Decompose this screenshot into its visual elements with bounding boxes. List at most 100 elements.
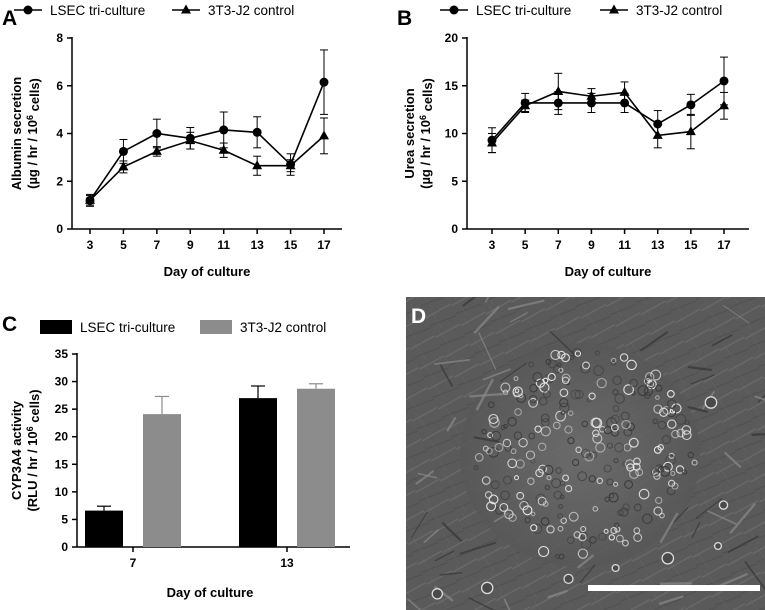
bar-j2-day-7 [143,414,181,547]
data-point-circle [118,146,128,156]
colony-cell [610,360,616,366]
colony-cell [681,425,692,435]
fibroblast-cell [469,392,508,398]
colony-cell [580,363,591,374]
legend-label: 3T3-J2 control [208,3,294,18]
fibroblast-cell [500,362,527,382]
fibroblast-cell [473,306,500,334]
colony-cell [546,475,552,481]
colony-cell [637,385,649,397]
data-point-triangle [719,100,729,110]
colony-cell [671,482,679,490]
data-point-circle [219,125,229,135]
colony-cell [528,432,536,440]
colony-cell [503,475,512,485]
y-axis-title-superscript: 6 [25,115,35,120]
y-axis-title-superscript: 6 [418,115,428,120]
colony-cell [667,399,677,409]
colony-cell [638,488,650,500]
colony-cell [557,513,564,520]
peripheral-round-cell [563,573,574,585]
hepatocyte-colony [460,343,700,567]
colony-cell [553,490,563,500]
data-point-triangle [218,144,229,154]
y-axis-title: Urea secretion(µg / hr / 106 cells) [402,78,435,189]
colony-cell [657,444,664,451]
colony-cell [486,501,497,512]
fibroblast-cell [462,297,477,307]
colony-cell [481,476,491,485]
colony-cell [513,391,519,398]
colony-cell [598,425,606,433]
colony-cell [530,511,536,517]
colony-cell [567,410,574,416]
colony-cell [574,389,584,400]
colony-cell [525,450,536,460]
colony-cell [561,353,570,363]
fibroblast-cell [503,598,511,610]
colony-cell [560,517,567,524]
fibroblast-cell [468,597,495,610]
colony-cell [657,420,667,430]
micrograph-cells [407,297,765,610]
fibroblast-cell [687,406,709,413]
colony-cell [556,362,562,368]
y-axis-title-line1: Albumin secretion [9,77,24,190]
colony-cell [650,467,660,477]
colony-cell [603,464,612,473]
colony-cell [621,539,629,547]
colony-cell [503,423,508,429]
fibroblast-cell [690,374,715,385]
colony-cell [614,442,625,453]
colony-cell [626,422,636,432]
colony-cell [552,421,561,430]
colony-cell [623,384,634,395]
fibroblast-cell [439,364,453,387]
series-triangle [85,117,329,206]
legend-marker-circle [23,5,33,15]
colony-cell [551,478,562,489]
colony-cell [653,404,663,414]
x-tick-label: 17 [317,238,331,252]
colony-cell [473,465,479,471]
panel-letter-c: C [2,313,17,336]
colony-cell [540,517,550,526]
x-tick-label: 3 [87,238,94,252]
colony-cell [537,442,547,452]
x-tick-label: 7 [555,238,562,252]
legend-label: LSEC tri-culture [476,3,571,18]
fibroblast-cell [658,595,684,605]
legend: LSEC tri-culture 3T3-J2 control [40,320,326,335]
colony-cell [529,383,538,393]
data-point-triangle [553,85,564,95]
colony-cell [514,408,522,416]
peripheral-round-cell [611,563,620,573]
y-tick-label: 4 [56,127,63,141]
y-axis-title: CYP3A4 activity(RLU / hr / 106 cells) [9,389,42,511]
y-tick-label: 5 [451,174,458,188]
colony-cell [667,390,675,398]
fibroblast-cell [434,550,455,562]
peripheral-round-cell [718,500,729,510]
data-point-triangle [619,86,630,96]
x-tick-label: 5 [120,238,127,252]
colony-cell [650,369,662,381]
colony-cell [593,365,604,376]
fibroblast-cell [577,554,594,569]
colony-cell [540,426,551,437]
colony-cell [524,516,531,524]
panel-letter-b: B [397,7,412,30]
colony-cell [559,388,569,398]
colony-cell [612,405,620,412]
colony-cell [547,359,557,369]
data-point-triangle [685,126,696,136]
colony-cell [633,457,641,466]
fibroblast-cell [711,334,733,347]
colony-cell [629,378,638,388]
panel-letter-d: D [411,305,426,328]
y-axis-title-line2: (RLU / hr / 10 [25,431,40,511]
colony-cell [655,395,660,400]
colony-cell [687,451,695,459]
colony-cell [482,445,489,452]
legend-label: 3T3-J2 control [240,320,326,335]
